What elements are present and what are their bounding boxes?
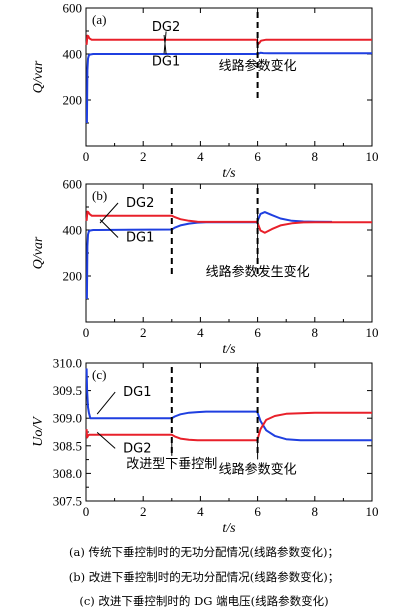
annotation-leader-b-1: [99, 219, 119, 238]
annotation-leader-a-1: [163, 31, 167, 54]
plot-frame-c: [85, 362, 373, 502]
series-line-dg2-b: [85, 210, 372, 234]
panel-label-a: (a): [92, 12, 106, 27]
y-axis-label-a: Q/var: [31, 60, 46, 93]
annotation-leader-c-1: [96, 432, 116, 449]
caption-b: (b) 改进下垂控制时的无功分配情况(线路参数变化)；: [68, 570, 340, 584]
x-tick-label-c: 10: [366, 504, 379, 519]
x-axis-label-c: t/s: [222, 521, 236, 536]
annotation-a-2: 线路参数变化: [219, 58, 297, 74]
annotation-c-2: 改进型下垂控制: [126, 457, 217, 472]
annotation-a-1: DG1: [152, 55, 180, 70]
series-line-dg2-c: [85, 411, 372, 442]
x-tick-label-a: 10: [366, 149, 379, 164]
x-tick-label-a: 6: [254, 149, 261, 164]
x-axis-label-a: t/s: [222, 166, 236, 181]
y-tick-label-b: 200: [63, 269, 83, 284]
x-tick-label-b: 10: [366, 325, 379, 340]
series-line-dg1-b: [85, 211, 333, 300]
y-tick-label-c: 308.5: [53, 438, 82, 453]
x-tick-label-b: 8: [312, 325, 319, 340]
x-tick-label-a: 0: [83, 149, 90, 164]
panel-label-b: (b): [92, 188, 107, 203]
x-tick-label-b: 2: [140, 325, 147, 340]
plot-frame-a: [85, 7, 373, 147]
y-tick-label-a: 200: [63, 93, 83, 108]
series-line-dg2-a: [85, 34, 372, 46]
caption-c: (c) 改进下垂控制时的 DG 端电压(线路参数变化): [79, 594, 329, 608]
y-tick-label-a: 600: [63, 1, 83, 16]
x-tick-label-b: 4: [197, 325, 204, 340]
annotation-a-0: DG2: [152, 20, 180, 35]
x-tick-label-c: 6: [254, 504, 261, 519]
panel-label-c: (c): [92, 367, 106, 382]
x-tick-label-a: 8: [312, 149, 319, 164]
y-tick-label-c: 309.0: [53, 411, 82, 426]
y-axis-label-b: Q/var: [31, 236, 46, 269]
x-tick-label-c: 0: [83, 504, 90, 519]
annotation-b-0: DG2: [126, 196, 154, 211]
annotation-leader-b-0: [99, 202, 119, 224]
annotation-leader-c-0: [96, 391, 116, 415]
y-tick-label-b: 400: [63, 223, 83, 238]
annotation-b-2: 线路参数发生变化: [206, 264, 310, 280]
x-tick-label-b: 0: [83, 325, 90, 340]
series-line-dg1-a: [85, 51, 372, 124]
x-axis-label-b: t/s: [222, 342, 236, 357]
y-tick-label-c: 308.0: [53, 466, 82, 481]
y-tick-label-b: 600: [63, 177, 83, 192]
x-tick-label-c: 2: [140, 504, 147, 519]
y-tick-label-c: 307.5: [53, 494, 82, 509]
figure-panels: 0 2 4 6 8 10 200 400 600 t/s Q/var (a) DG2 DG1 线路参数变化 0…: [31, 1, 379, 537]
annotation-c-0: DG1: [123, 385, 151, 400]
annotation-b-1: DG1: [126, 231, 154, 246]
y-axis-label-c: Uo/V: [31, 416, 46, 447]
annotation-c-3: 线路参数变化: [219, 461, 297, 477]
y-tick-label-a: 400: [63, 47, 83, 62]
x-tick-label-c: 8: [312, 504, 319, 519]
series-line-dg1-c: [85, 368, 372, 442]
y-tick-label-c: 309.5: [53, 383, 82, 398]
y-tick-label-c: 310.0: [53, 356, 82, 371]
x-tick-label-b: 6: [254, 325, 261, 340]
x-tick-label-a: 4: [197, 149, 204, 164]
x-tick-label-c: 4: [197, 504, 204, 519]
caption-a: (a) 传统下垂控制时的无功分配情况(线路参数变化)；: [69, 545, 339, 559]
annotation-c-1: DG2: [123, 441, 151, 456]
x-tick-label-a: 2: [140, 149, 147, 164]
